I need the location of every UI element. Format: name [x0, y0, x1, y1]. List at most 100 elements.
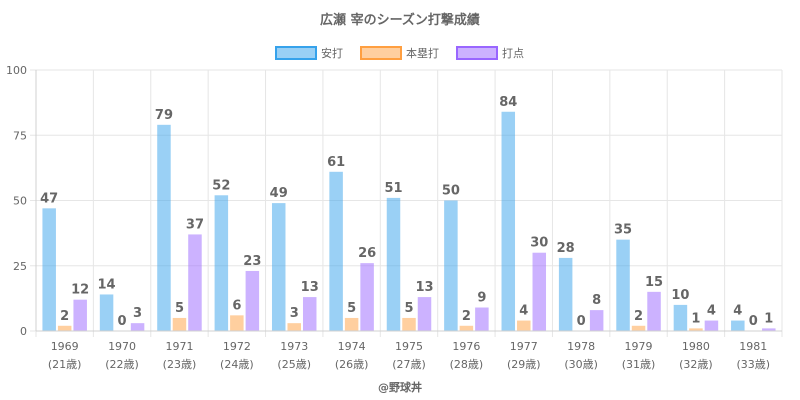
data-label: 4 [707, 304, 716, 319]
data-label: 3 [290, 306, 299, 321]
data-label: 12 [71, 283, 89, 298]
data-label: 8 [592, 293, 601, 308]
data-label: 49 [270, 186, 288, 201]
x-tick-sublabel: (30歳) [564, 358, 598, 371]
x-tick-label: 1980 [682, 340, 710, 353]
bar-1976-series-2 [475, 307, 489, 331]
bar-1969-series-2 [73, 299, 87, 331]
bar-1978-series-0 [558, 257, 573, 331]
y-tick-label: 25 [13, 260, 27, 273]
x-tick-sublabel: (21歳) [48, 358, 82, 371]
x-tick-sublabel: (32歳) [679, 358, 713, 371]
data-label: 5 [347, 301, 356, 316]
bar-1975-series-2 [417, 297, 432, 331]
data-label: 2 [60, 309, 69, 324]
bar-1971-series-2 [188, 234, 202, 331]
bar-1972-series-1 [230, 315, 244, 331]
bar-1979-series-2 [647, 291, 661, 331]
data-label: 35 [614, 223, 632, 238]
bars [42, 111, 776, 331]
data-label: 3 [133, 306, 142, 321]
legend-label: 本塁打 [406, 46, 439, 60]
bar-1972-series-0 [214, 195, 229, 331]
x-tick-label: 1974 [338, 340, 366, 353]
legend-label: 打点 [502, 46, 524, 60]
data-label: 15 [645, 275, 663, 290]
bar-1981-series-2 [762, 328, 776, 331]
data-label: 10 [671, 288, 689, 303]
data-label: 9 [477, 291, 486, 306]
data-label: 37 [186, 217, 204, 232]
y-tick-label: 100 [6, 64, 27, 77]
data-label: 79 [155, 108, 173, 123]
data-label: 52 [212, 178, 230, 193]
x-tick-sublabel: (28歳) [450, 358, 484, 371]
x-tick-label: 1972 [223, 340, 251, 353]
data-label: 0 [577, 314, 586, 329]
bar-1977-series-0 [501, 111, 516, 331]
grid [30, 69, 783, 337]
x-tick-sublabel: (33歳) [737, 358, 771, 371]
data-label: 13 [415, 280, 433, 295]
bar-1970-series-0 [99, 294, 114, 331]
bar-1972-series-2 [245, 270, 260, 331]
data-label: 28 [557, 241, 575, 256]
bar-1971-series-0 [157, 124, 171, 331]
bar-1980-series-2 [704, 320, 719, 331]
y-tick-label: 0 [20, 325, 27, 338]
bar-1969-series-1 [57, 325, 72, 331]
bar-1980-series-1 [689, 328, 703, 331]
x-tick-label: 1973 [280, 340, 308, 353]
x-tick-sublabel: (26歳) [335, 358, 369, 371]
bar-1973-series-0 [271, 203, 286, 331]
data-label: 23 [243, 254, 261, 269]
data-label: 51 [384, 181, 402, 196]
x-tick-label: 1981 [739, 340, 767, 353]
data-label: 14 [98, 277, 116, 292]
data-label: 5 [404, 301, 413, 316]
data-label: 47 [40, 191, 58, 206]
legend-swatch [360, 46, 402, 60]
data-label: 2 [462, 309, 471, 324]
y-tick-label: 50 [13, 195, 27, 208]
data-label: 4 [733, 304, 742, 319]
data-label: 61 [327, 155, 345, 170]
bar-1976-series-1 [459, 325, 474, 331]
bar-1973-series-2 [302, 297, 317, 331]
x-tick-sublabel: (25歳) [277, 358, 311, 371]
data-label: 2 [634, 309, 643, 324]
y-tick-label: 75 [13, 129, 27, 142]
data-label: 1 [691, 311, 700, 326]
x-tick-label: 1969 [51, 340, 79, 353]
x-tick-sublabel: (27歳) [392, 358, 426, 371]
x-tick-sublabel: (23歳) [163, 358, 197, 371]
bar-1979-series-1 [631, 325, 646, 331]
bar-1977-series-1 [517, 320, 531, 331]
bar-1974-series-0 [329, 171, 343, 331]
x-tick-sublabel: (24歳) [220, 358, 254, 371]
legend-swatch [456, 46, 498, 60]
x-tick-label: 1970 [108, 340, 136, 353]
bar-1978-series-2 [589, 310, 604, 331]
bar-1974-series-2 [360, 263, 374, 331]
axes: 02550751001969(21歳)1970(22歳)1971(23歳)197… [6, 64, 782, 371]
x-tick-sublabel: (31歳) [622, 358, 656, 371]
bar-1981-series-0 [731, 320, 745, 331]
legend: 安打 本塁打 打点 [275, 46, 524, 60]
data-label: 26 [358, 246, 376, 261]
x-tick-label: 1979 [625, 340, 653, 353]
legend-swatch [275, 46, 317, 60]
bar-1976-series-0 [444, 200, 458, 331]
data-label: 13 [301, 280, 319, 295]
data-label: 5 [175, 301, 184, 316]
bar-1979-series-0 [616, 239, 630, 331]
data-label: 1 [764, 311, 773, 326]
legend-label: 安打 [321, 46, 343, 60]
bar-1977-series-2 [532, 252, 547, 331]
bar-1971-series-1 [172, 317, 187, 331]
x-tick-sublabel: (22歳) [105, 358, 139, 371]
data-label: 6 [232, 298, 241, 313]
bar-1975-series-0 [386, 197, 401, 331]
